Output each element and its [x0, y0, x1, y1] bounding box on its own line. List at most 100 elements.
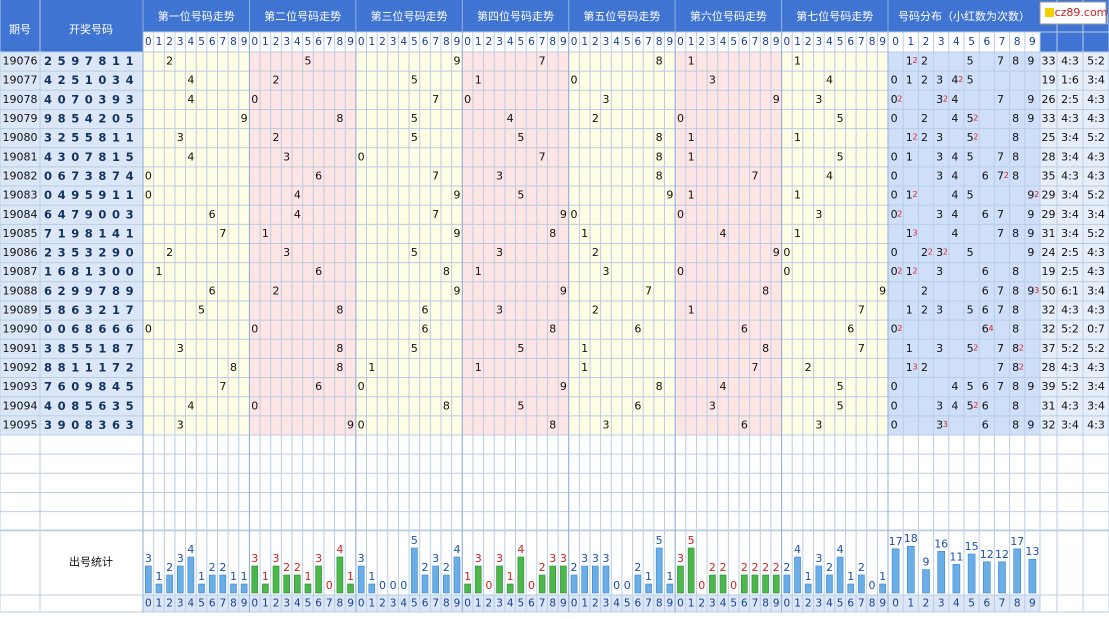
- size-ratio: 3:4: [1061, 208, 1079, 221]
- draw-digit: 3: [85, 246, 93, 260]
- trend-digit: 8: [656, 55, 663, 68]
- dist-digit: 3: [936, 208, 943, 221]
- trend-digit: 8: [656, 131, 663, 144]
- draw-digit: 5: [71, 112, 79, 126]
- draw-digit: 5: [85, 341, 93, 355]
- parity-ratio: 3:4: [1087, 380, 1105, 393]
- digit-header: 4: [613, 36, 620, 48]
- trend-digit: 2: [273, 284, 280, 297]
- draw-digit: 1: [85, 73, 93, 87]
- dist-digit: 1: [906, 265, 913, 278]
- draw-digit: 5: [85, 399, 93, 413]
- trend-digit: 0: [145, 323, 152, 336]
- draw-digit: 3: [44, 418, 52, 432]
- draw-digit: 0: [58, 322, 66, 336]
- draw-digit: 0: [98, 73, 106, 87]
- sum: 39: [1042, 380, 1056, 393]
- stat-value: 13: [1025, 545, 1039, 558]
- bottom-digit: 8: [656, 598, 663, 610]
- dist-digit: 8: [1012, 227, 1019, 240]
- trend-digit: 3: [815, 93, 822, 106]
- dist-digit: 1: [906, 189, 913, 202]
- bottom-digit: 5: [837, 598, 844, 610]
- sum: 29: [1042, 189, 1056, 202]
- draw-digit: 7: [85, 54, 93, 68]
- digit-header: 5: [730, 36, 737, 48]
- stat-bar: [762, 574, 769, 594]
- draw-digit: 2: [58, 131, 66, 145]
- stat-value: 2: [709, 561, 716, 574]
- parity-ratio: 3:4: [1087, 74, 1105, 87]
- sum: 19: [1042, 265, 1056, 278]
- stat-value: 1: [879, 570, 886, 583]
- bottom-digit: 7: [858, 598, 865, 610]
- bottom-digit: 8: [230, 598, 237, 610]
- bottom-digit: 9: [1029, 598, 1036, 610]
- draw-digit: 6: [126, 322, 134, 336]
- stat-bar: [634, 574, 642, 594]
- bottom-digit: 4: [613, 598, 620, 610]
- bottom-digit: 4: [720, 598, 727, 610]
- bottom-digit: 5: [730, 598, 737, 610]
- stat-bar: [549, 565, 557, 594]
- dist-count: 2: [943, 94, 948, 103]
- digit-header: 6: [315, 36, 322, 48]
- draw-digit: 7: [112, 169, 120, 183]
- draw-digit: 5: [85, 188, 93, 202]
- stat-bar: [464, 583, 471, 594]
- stat-value: 17: [1010, 535, 1024, 548]
- draw-digit: 1: [112, 150, 120, 164]
- stat-bar: [967, 553, 976, 594]
- stat-value: 5: [688, 534, 695, 547]
- bottom-digit: 6: [635, 598, 642, 610]
- stat-value: 12: [995, 548, 1009, 561]
- sum: 31: [1042, 227, 1056, 240]
- draw-digit: 9: [112, 92, 120, 106]
- stat-bar: [517, 556, 525, 594]
- dist-digit: 0: [891, 112, 898, 125]
- digit-header-bg: [143, 32, 1040, 52]
- draw-digit: 4: [112, 226, 120, 240]
- stat-bar: [240, 583, 248, 594]
- trend-digit: 6: [422, 304, 429, 317]
- trend-digit: 7: [432, 169, 439, 182]
- digit-header: 1: [475, 36, 482, 48]
- stat-bar: [166, 574, 173, 594]
- dist-digit: 6: [982, 208, 989, 221]
- parity-ratio: 4:3: [1087, 150, 1105, 163]
- period: 19087: [3, 265, 38, 278]
- trend-digit: 3: [709, 74, 716, 87]
- trend-digit: 8: [549, 323, 556, 336]
- trend-digit: 3: [283, 246, 290, 259]
- trend-digit: 1: [581, 361, 588, 374]
- dist-digit: 8: [1012, 112, 1019, 125]
- digit-header: 2: [805, 36, 812, 48]
- trend-digit: 0: [677, 265, 684, 278]
- digit-header: 6: [847, 36, 854, 48]
- stat-value: 2: [209, 561, 216, 574]
- digit-header: 3: [938, 36, 945, 48]
- dist-digit: 5: [967, 150, 974, 163]
- draw-digit: 6: [71, 303, 79, 317]
- header-bg: [0, 0, 1109, 32]
- dist-count: 2: [913, 267, 918, 276]
- draw-digit: 4: [58, 188, 66, 202]
- trend-digit: 9: [773, 246, 780, 259]
- dist-digit: 6: [982, 418, 989, 431]
- stat-value: 1: [241, 570, 248, 583]
- dist-digit: 4: [951, 227, 958, 240]
- trend-digit: 5: [837, 150, 844, 163]
- dist-digit: 1: [906, 74, 913, 87]
- sum: 33: [1042, 112, 1056, 125]
- dist-digit: 0: [891, 208, 898, 221]
- stat-value: 1: [368, 570, 375, 583]
- bottom-digit: 1: [794, 598, 801, 610]
- draw-digit: 9: [85, 207, 93, 221]
- draw-digit: 4: [126, 169, 134, 183]
- stat-bar: [336, 556, 344, 594]
- trend-digit: 2: [166, 246, 173, 259]
- dist-digit: 8: [1012, 131, 1019, 144]
- size-ratio: 3:4: [1061, 131, 1079, 144]
- dist-count: 2: [897, 267, 902, 276]
- trend-digit: 0: [251, 399, 258, 412]
